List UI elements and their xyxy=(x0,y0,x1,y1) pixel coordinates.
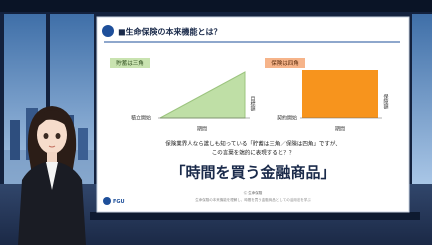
chart-label: 貯蓄は三角 xyxy=(116,59,144,67)
chart-label: 保険は四角 xyxy=(271,59,299,67)
page: ■生命保険の本来機能とは？ 貯蓄は三角 積立開始 目標額 期間 保険は四角 契約… xyxy=(0,0,432,245)
x-axis-label: 期間 xyxy=(197,127,207,133)
end-label: 目標額 xyxy=(250,96,256,112)
logo: FGU xyxy=(113,199,125,205)
desk-edge xyxy=(90,212,420,220)
slide-icon xyxy=(102,25,114,37)
x-axis-label: 期間 xyxy=(335,127,345,133)
rectangle xyxy=(302,70,378,118)
punchline: 「時間を買う金融商品」 xyxy=(170,164,335,182)
logo-mark xyxy=(103,197,111,205)
screen: ■生命保険の本来機能とは？ 貯蓄は三角 積立開始 目標額 期間 保険は四角 契約… xyxy=(0,0,432,245)
caption: この言葉を端的に表現すると？？ xyxy=(212,149,295,157)
start-label: 積立開始 xyxy=(131,115,151,122)
caption: 保険業界人なら誰しも知っている「貯蓄は三角／保険は四角」ですが、 xyxy=(165,140,341,148)
slide-title: ■生命保険の本来機能とは？ xyxy=(118,27,222,37)
start-label: 契約開始 xyxy=(277,115,297,122)
ceiling xyxy=(0,0,432,12)
footer: Ⓒ 生命保険 xyxy=(244,190,263,195)
footer: 生命保険の本来機能を理解し、時間を買う金融商品としての活用法を学ぶ xyxy=(195,197,311,202)
end-label: 保障額 xyxy=(383,93,389,110)
